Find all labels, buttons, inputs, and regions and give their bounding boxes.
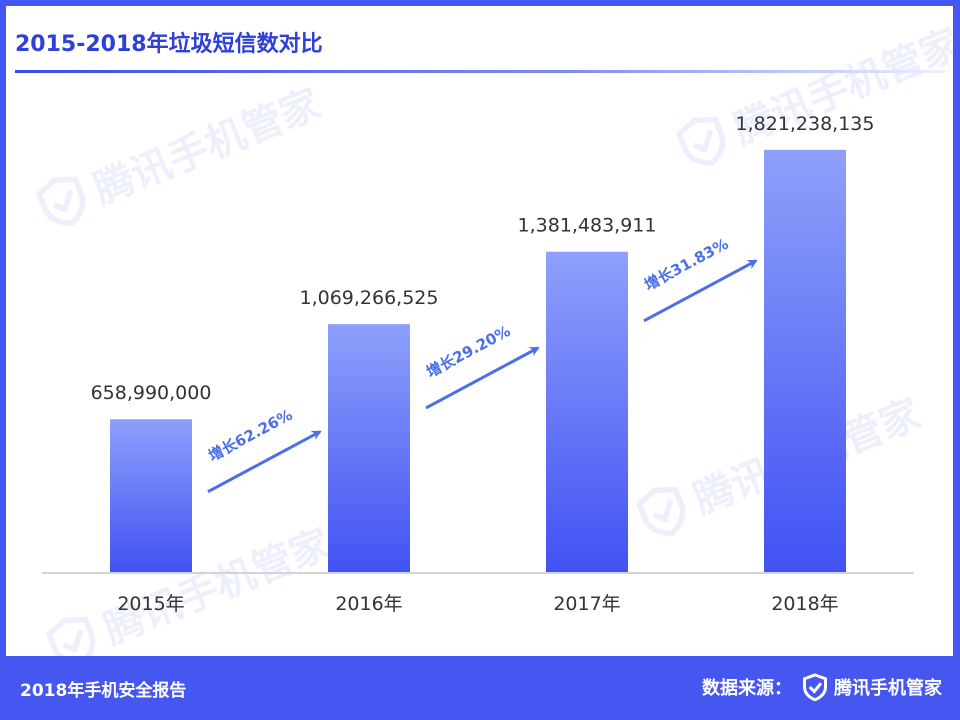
bar-chart: 658,990,000 2015年 1,069,266,525 2016年 1,381,… <box>42 113 914 615</box>
source-label: 数据来源： <box>702 678 792 699</box>
growth-label: 增长29.20% <box>423 322 513 382</box>
value-label: 1,821,238,135 <box>735 113 874 135</box>
growth-arrow <box>207 430 322 494</box>
value-label: 658,990,000 <box>91 382 212 404</box>
report-name: 2018年手机安全报告 <box>20 681 187 701</box>
growth-arrow <box>643 259 758 323</box>
data-source: 数据来源： 腾讯手机管家 <box>702 672 942 702</box>
growth-label: 增长31.83% <box>641 235 731 295</box>
x-tick-label: 2018年 <box>771 593 838 615</box>
brand-logo: 腾讯手机管家 <box>800 672 942 702</box>
growth-label: 增长62.26% <box>205 406 295 466</box>
x-tick-label: 2017年 <box>553 593 620 615</box>
shield-check-icon <box>803 673 827 702</box>
footer: 2018年手机安全报告 数据来源： 腾讯手机管家 <box>0 656 960 720</box>
x-tick-label: 2016年 <box>335 593 402 615</box>
bar <box>764 149 846 572</box>
bar <box>328 324 410 572</box>
title-divider <box>15 70 945 73</box>
value-label: 1,069,266,525 <box>299 287 438 309</box>
value-label: 1,381,483,911 <box>517 215 656 237</box>
brand-name: 腾讯手机管家 <box>834 678 942 699</box>
bar <box>110 419 192 572</box>
bar <box>546 251 628 572</box>
growth-arrow <box>425 346 540 410</box>
chart-title: 2015-2018年垃圾短信数对比 <box>15 32 323 57</box>
x-tick-label: 2015年 <box>117 593 184 615</box>
chart-card: 腾讯手机管家 腾讯手机管家 腾讯手机管家 腾讯手机管家 2015-2018年垃圾… <box>6 6 953 656</box>
